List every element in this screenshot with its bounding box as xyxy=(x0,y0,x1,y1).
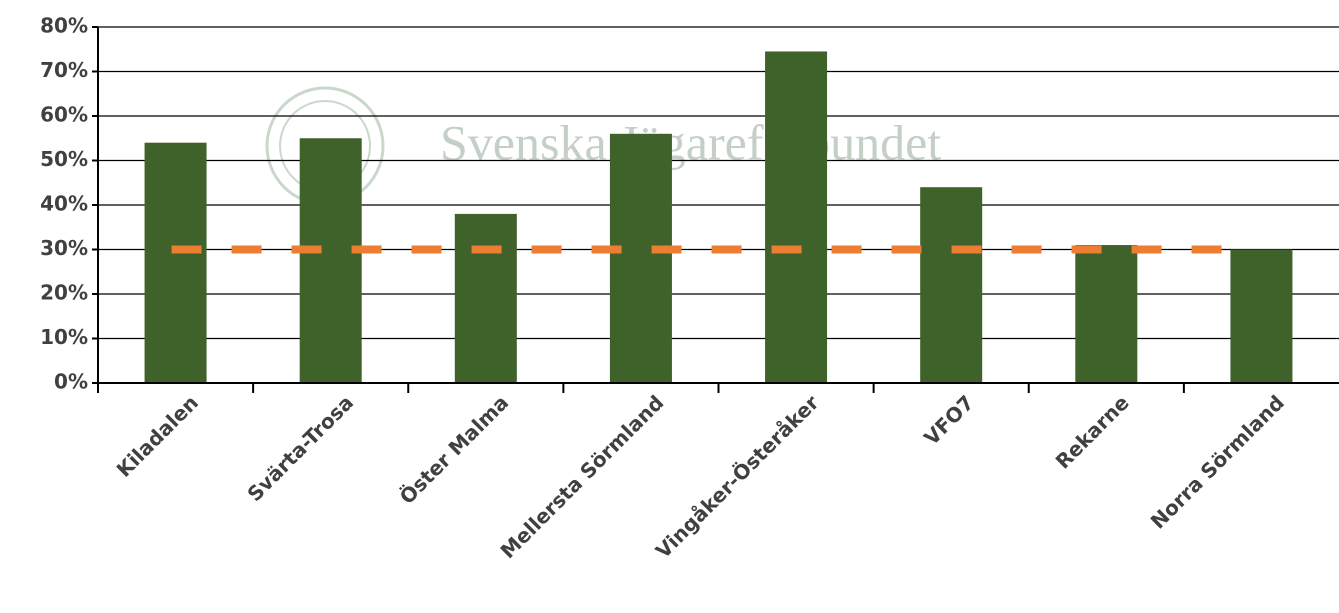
x-tick-label: Kiladalen xyxy=(112,390,203,481)
y-tick-label: 60% xyxy=(40,103,88,127)
x-tick-label: VFO7 xyxy=(919,390,978,449)
y-tick-label: 10% xyxy=(40,325,88,349)
bar xyxy=(609,133,672,383)
x-tick-label: Vingåker-Österåker xyxy=(651,390,824,563)
y-tick-label: 40% xyxy=(40,192,88,216)
y-tick-label: 80% xyxy=(40,14,88,38)
bar xyxy=(144,142,207,383)
bar xyxy=(1075,245,1138,383)
x-tick-label: Norra Sörmland xyxy=(1146,390,1289,533)
bar xyxy=(454,213,517,383)
x-tick-label: Öster Malma xyxy=(395,390,513,508)
bar xyxy=(1230,249,1293,383)
watermark: Svenska Jägareförbundet xyxy=(440,114,941,170)
y-tick-label: 50% xyxy=(40,147,88,171)
y-tick-label: 70% xyxy=(40,58,88,82)
y-tick-label: 30% xyxy=(40,236,88,260)
bar xyxy=(299,138,362,383)
x-tick-label: Svärta-Trosa xyxy=(242,390,358,506)
bar xyxy=(765,51,828,383)
y-tick-label: 20% xyxy=(40,281,88,305)
x-tick-label: Rekarne xyxy=(1051,390,1134,473)
y-tick-label: 0% xyxy=(54,370,88,394)
bar xyxy=(920,187,983,383)
x-tick-label: Mellersta Sörmland xyxy=(496,390,669,563)
